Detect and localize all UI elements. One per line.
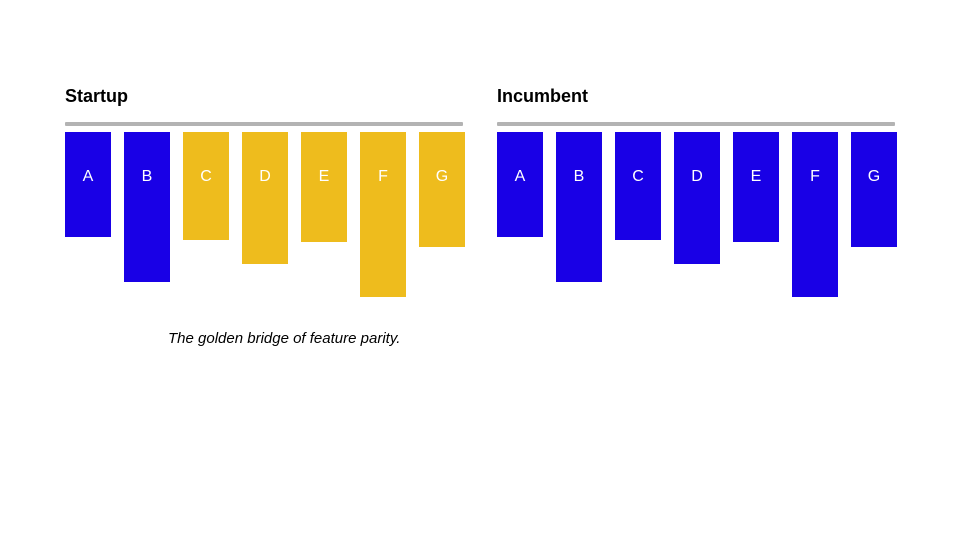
bar-startup-a: A: [65, 132, 111, 237]
panel-title-startup: Startup: [65, 86, 128, 107]
bar-label: A: [515, 168, 526, 186]
bar-incumbent-d: D: [674, 132, 720, 264]
bar-label: C: [200, 168, 212, 186]
bar-incumbent-a: A: [497, 132, 543, 237]
panel-title-incumbent: Incumbent: [497, 86, 588, 107]
panel-rule-startup: [65, 122, 463, 126]
bar-label: B: [574, 168, 585, 186]
bar-label: A: [83, 168, 94, 186]
caption: The golden bridge of feature parity.: [168, 330, 400, 347]
bar-incumbent-e: E: [733, 132, 779, 242]
bar-startup-f: F: [360, 132, 406, 297]
bar-label: G: [868, 168, 880, 186]
bar-label: D: [691, 168, 703, 186]
bar-startup-b: B: [124, 132, 170, 282]
bar-incumbent-g: G: [851, 132, 897, 247]
bar-startup-e: E: [301, 132, 347, 242]
bar-incumbent-b: B: [556, 132, 602, 282]
bar-startup-d: D: [242, 132, 288, 264]
bar-incumbent-f: F: [792, 132, 838, 297]
bar-label: F: [810, 168, 820, 186]
bar-incumbent-c: C: [615, 132, 661, 240]
bar-label: C: [632, 168, 644, 186]
bar-startup-g: G: [419, 132, 465, 247]
bar-label: B: [142, 168, 153, 186]
bar-label: E: [751, 168, 762, 186]
bar-label: E: [319, 168, 330, 186]
panel-rule-incumbent: [497, 122, 895, 126]
bar-label: G: [436, 168, 448, 186]
bar-startup-c: C: [183, 132, 229, 240]
bar-label: F: [378, 168, 388, 186]
bar-label: D: [259, 168, 271, 186]
